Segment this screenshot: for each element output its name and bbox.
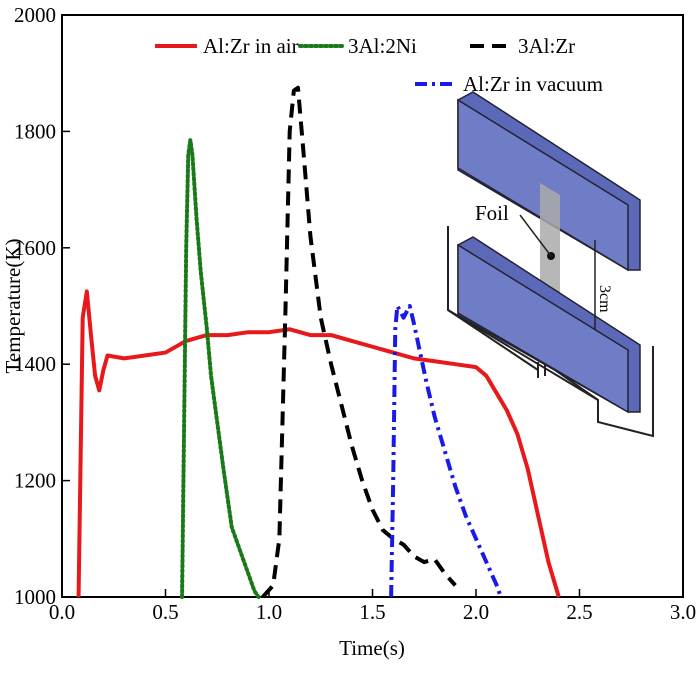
y-tick-label: 1200 [14, 469, 56, 493]
series-line [180, 138, 261, 599]
y-tick-label: 1600 [14, 236, 56, 260]
x-tick-label: 3.0 [670, 600, 696, 624]
series-line [261, 85, 457, 599]
y-tick-label: 1800 [14, 119, 56, 143]
x-tick-label: 0.0 [49, 600, 75, 624]
x-tick-label: 2.0 [463, 600, 489, 624]
annotation: Foil [475, 201, 509, 225]
legend-label: Al:Zr in vacuum [463, 72, 603, 96]
x-tick-label: 1.0 [256, 600, 282, 624]
legend-label: 3Al:2Ni [348, 34, 417, 58]
legend-label: Al:Zr in air [203, 34, 299, 58]
x-axis-label: Time(s) [339, 636, 405, 660]
x-tick-label: 1.5 [359, 600, 385, 624]
y-axis-label: Temperature(K) [1, 239, 25, 374]
legend-label: 3Al:Zr [518, 34, 575, 58]
series-line [76, 289, 561, 598]
inset-diagram [447, 91, 654, 438]
x-tick-label: 0.5 [152, 600, 178, 624]
series-line [389, 304, 503, 598]
y-tick-label: 2000 [14, 3, 56, 27]
x-tick-label: 2.5 [566, 600, 592, 624]
y-tick-label: 1000 [14, 585, 56, 609]
annotation: 3cm [596, 285, 613, 313]
y-tick-label: 1400 [14, 352, 56, 376]
